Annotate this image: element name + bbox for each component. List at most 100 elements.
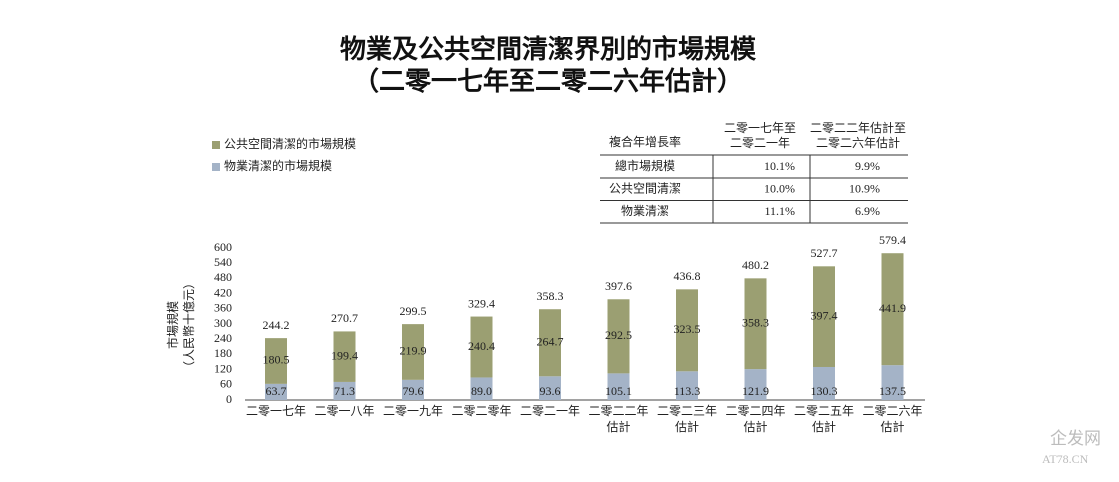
bar-segment (265, 338, 287, 384)
data-label: 89.0 (471, 384, 492, 398)
total-label: 329.4 (468, 296, 495, 310)
total-label: 527.7 (811, 246, 838, 260)
data-label: 63.7 (266, 384, 287, 398)
total-label: 299.5 (400, 304, 427, 318)
x-tick-label: 二零二四年 (725, 404, 785, 418)
x-tick-label: 二零二五年 (794, 404, 854, 418)
table-header: 二零二二年估計至 (810, 120, 906, 135)
chart-title: 物業及公共空間清潔界別的市場規模 (340, 34, 757, 64)
data-label: 130.3 (811, 384, 838, 398)
data-label: 137.5 (879, 384, 906, 398)
data-label: 121.9 (742, 384, 769, 398)
legend-label: 公共空間清潔的市場規模 (224, 136, 356, 151)
x-tick-label: 二零二二年 (588, 404, 648, 418)
y-tick-label: 600 (214, 240, 232, 254)
x-tick-label: 估計 (675, 419, 699, 434)
x-tick-label: 估計 (743, 419, 767, 434)
x-tick-label: 二零二零年 (451, 404, 511, 418)
table-header: 二零一七年至 (724, 121, 796, 135)
total-label: 244.2 (263, 318, 290, 332)
data-label: 240.4 (468, 339, 495, 353)
bar-segment (744, 369, 767, 400)
x-tick-label: 估計 (606, 419, 630, 434)
data-label: 397.4 (811, 308, 838, 322)
total-label: 358.3 (537, 289, 564, 303)
bar-segment (265, 383, 287, 400)
bar-segment (881, 253, 904, 366)
bar-segment (813, 266, 835, 367)
y-tick-label: 240 (214, 331, 232, 345)
y-tick-label: 540 (214, 255, 232, 269)
data-label: 323.5 (674, 322, 701, 336)
data-label: 79.6 (403, 384, 424, 398)
x-tick-label: 二零一九年 (383, 404, 443, 418)
total-label: 436.8 (674, 269, 701, 283)
table-cell: 公共空間清潔 (609, 181, 681, 195)
legend-label: 物業清潔的市場規模 (224, 158, 332, 173)
legend-swatch (212, 163, 220, 171)
table-cell: 9.9% (855, 159, 880, 173)
x-tick-label: 二零二一年 (520, 404, 580, 418)
legend-swatch (212, 141, 220, 149)
data-label: 180.5 (263, 353, 290, 367)
y-axis-unit: （人民幣十億元） (182, 277, 196, 373)
data-label: 113.3 (674, 384, 701, 398)
data-label: 292.5 (605, 328, 632, 342)
total-label: 480.2 (742, 258, 769, 272)
table-header: 複合年增長率 (609, 134, 681, 149)
table-cell: 10.1% (764, 159, 795, 173)
bar-segment (744, 278, 767, 370)
x-tick-label: 二零二六年 (862, 404, 922, 418)
total-label: 397.6 (605, 279, 632, 293)
x-tick-label: 二零一七年 (246, 404, 306, 418)
y-tick-label: 360 (214, 301, 232, 315)
total-label: 270.7 (331, 311, 358, 325)
bar-segment (539, 309, 561, 377)
bar-segment (402, 324, 424, 380)
x-tick-label: 估計 (812, 419, 836, 434)
data-label: 71.3 (334, 384, 355, 398)
bar-segment (470, 316, 493, 378)
y-tick-label: 180 (214, 346, 232, 360)
data-label: 264.7 (537, 335, 564, 349)
data-label: 441.9 (879, 301, 906, 315)
data-label: 219.9 (400, 344, 427, 358)
bar-segment (470, 377, 493, 400)
y-tick-label: 480 (214, 270, 232, 284)
table-cell: 11.1% (764, 204, 795, 218)
data-label: 358.3 (742, 315, 769, 329)
table-cell: 10.9% (849, 181, 880, 195)
data-label: 93.6 (540, 384, 561, 398)
table-cell: 10.0% (764, 181, 795, 195)
watermark-name: 企发网 (1050, 429, 1101, 448)
y-tick-label: 60 (220, 377, 232, 391)
y-tick-label: 420 (214, 285, 232, 299)
chart-subtitle: （二零一七年至二零二六年估計） (353, 66, 743, 96)
y-tick-label: 0 (226, 392, 232, 406)
bar-segment (539, 376, 561, 400)
bar-segment (676, 289, 698, 372)
bar-segment (607, 299, 630, 374)
table-header: 二零二六年估計 (816, 135, 900, 150)
total-label: 579.4 (879, 233, 906, 247)
y-tick-label: 120 (214, 361, 232, 375)
table-header: 二零二一年 (730, 136, 790, 150)
x-tick-label: 二零二三年 (657, 404, 717, 418)
bar-segment (881, 365, 904, 400)
table-cell: 物業清潔 (621, 204, 669, 218)
y-axis-label: 市場規模 (165, 301, 180, 349)
bar-segment (333, 381, 356, 400)
x-tick-label: 估計 (880, 419, 904, 434)
bar-segment (676, 371, 698, 400)
watermark-url: AT78.CN (1042, 452, 1089, 466)
bar-segment (402, 379, 424, 400)
bar-segment (607, 373, 630, 400)
table-cell: 總市場規模 (615, 158, 675, 173)
bar-segment (813, 366, 835, 400)
y-tick-label: 300 (214, 316, 232, 330)
data-label: 199.4 (331, 348, 358, 362)
table-cell: 6.9% (855, 204, 880, 218)
data-label: 105.1 (605, 384, 632, 398)
bar-segment (333, 331, 356, 382)
